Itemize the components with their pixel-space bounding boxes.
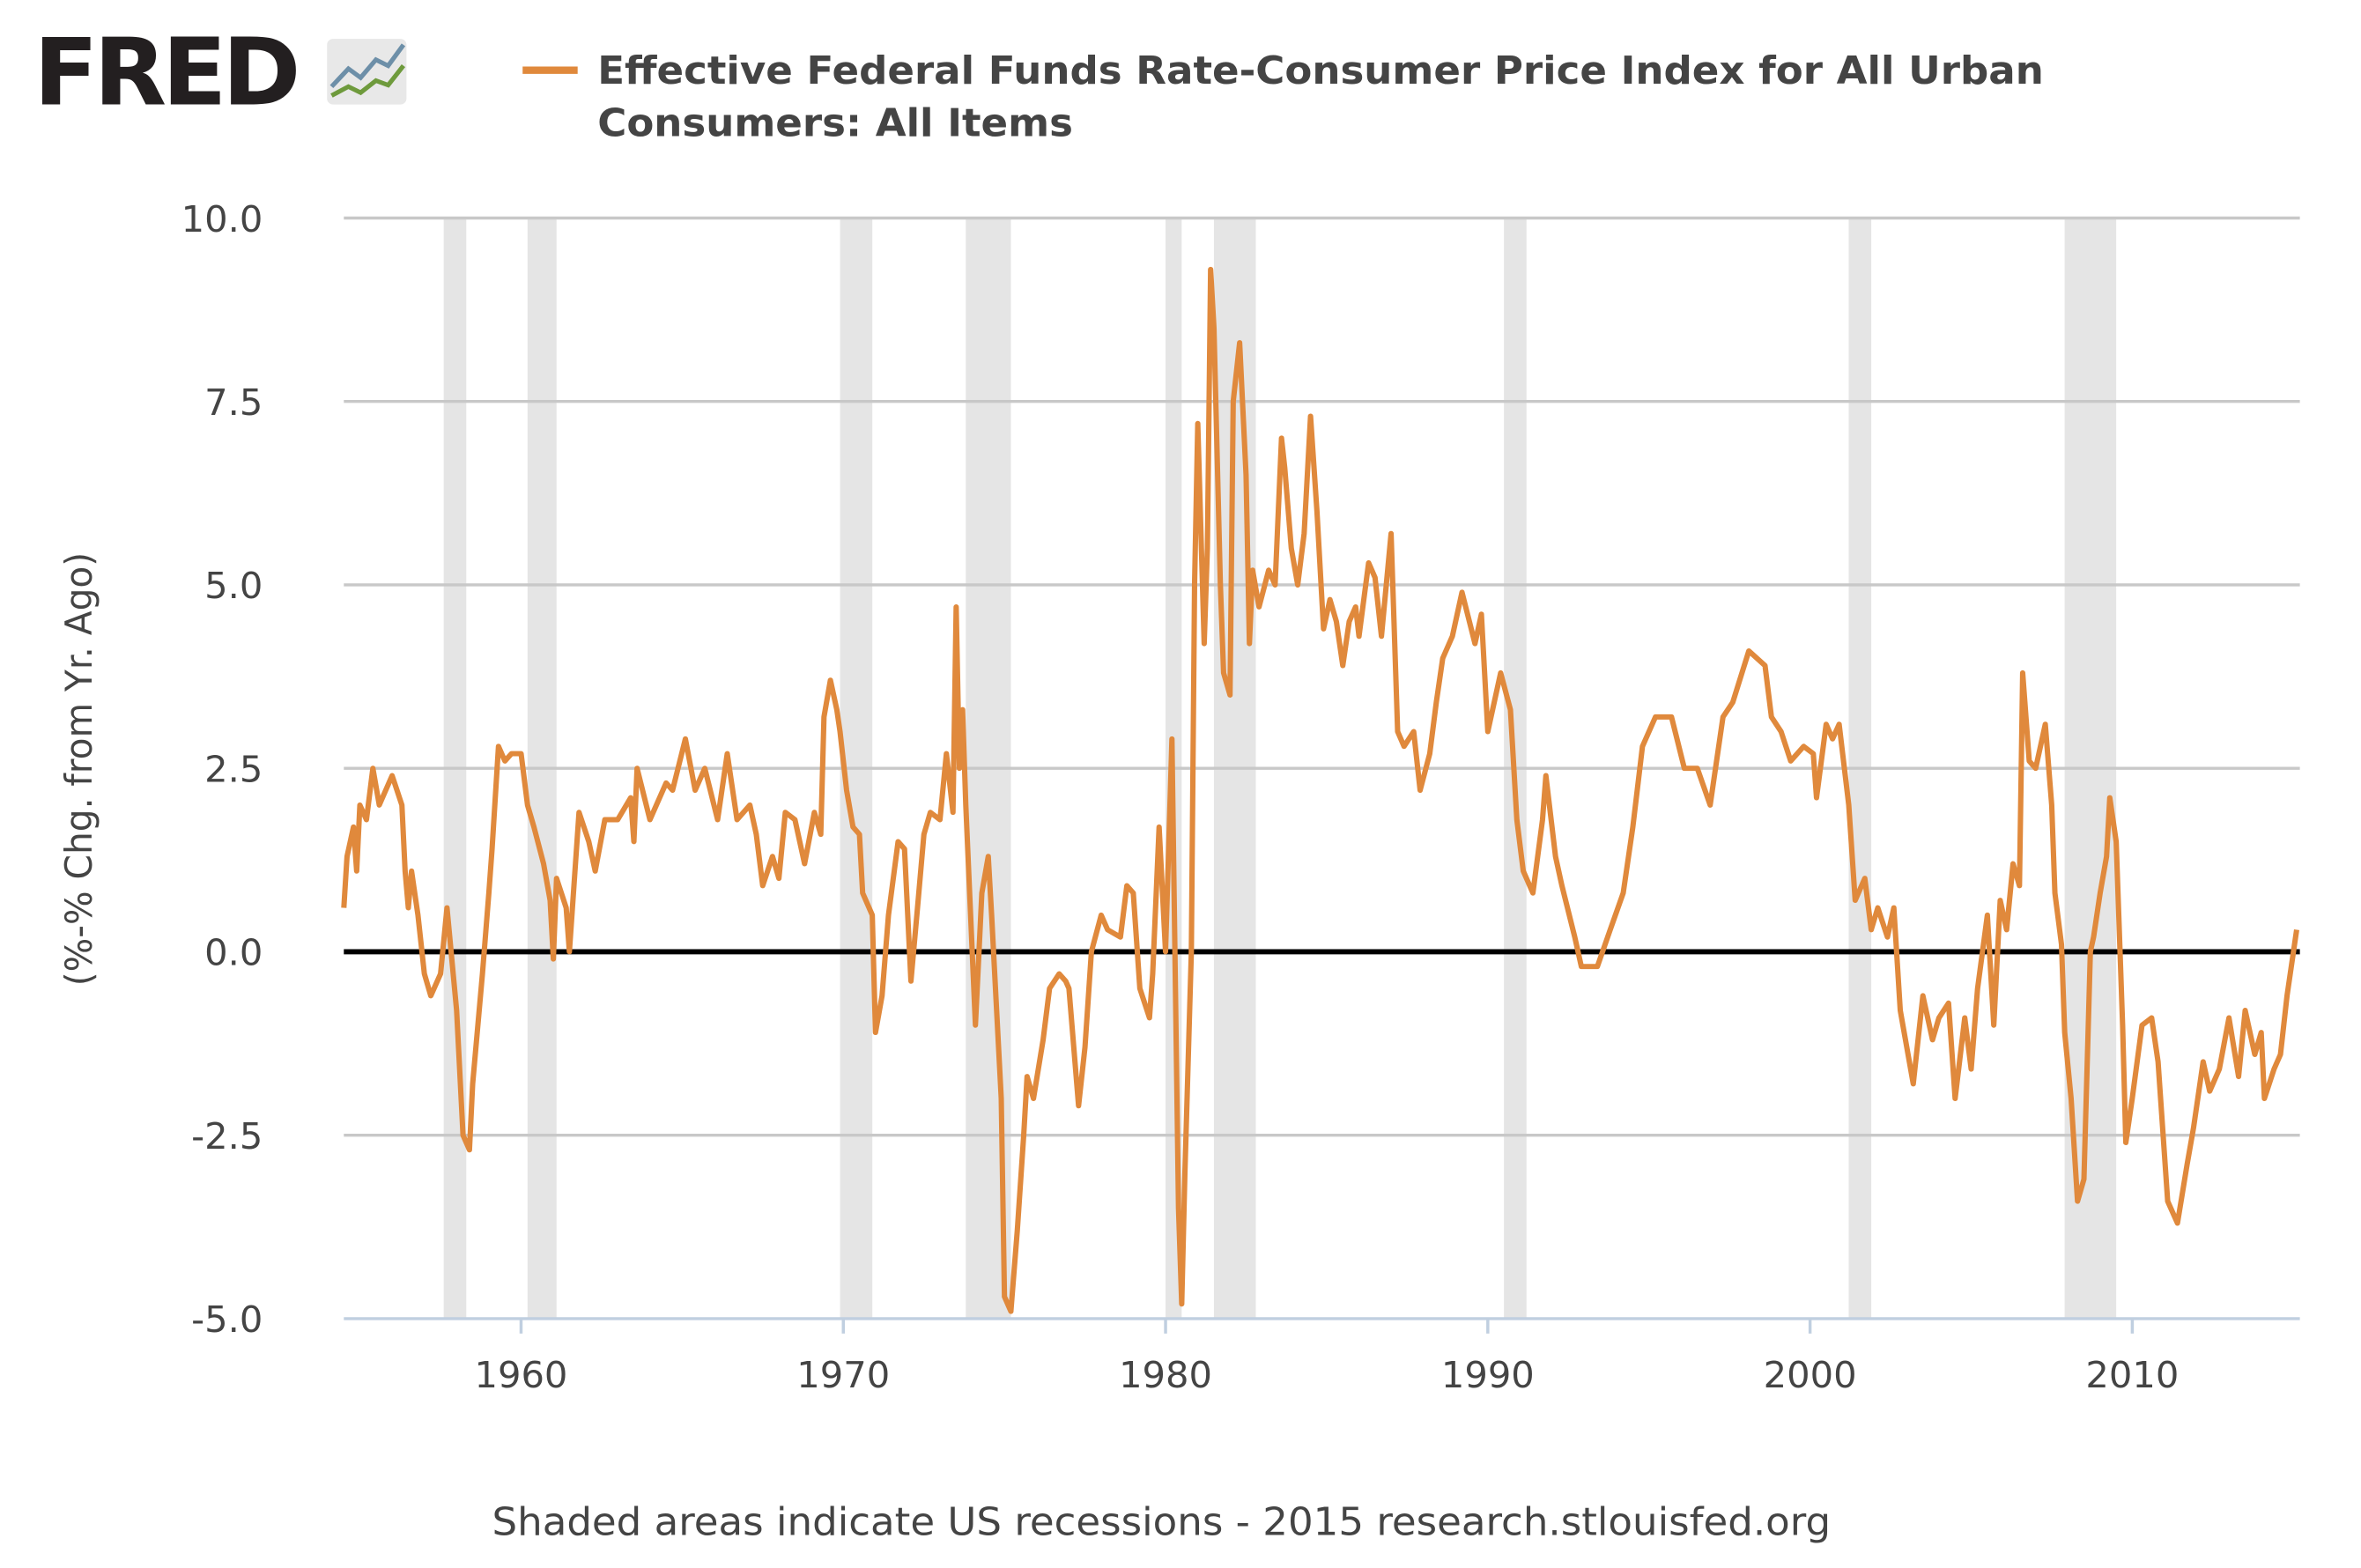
footer-note: Shaded areas indicate US recessions - 20…	[492, 1499, 1832, 1544]
y-tick-label: -2.5	[191, 1115, 263, 1157]
x-tick-label: 2000	[1764, 1354, 1857, 1395]
y-tick-label: 2.5	[204, 749, 263, 790]
x-tick-label: 2010	[2085, 1354, 2179, 1395]
fred-logo: FRED	[33, 19, 407, 128]
series-line	[341, 266, 2299, 1314]
y-tick-label: 10.0	[181, 198, 263, 240]
x-tick-label: 1980	[1119, 1354, 1212, 1395]
y-tick-label: 7.5	[204, 381, 263, 423]
x-axis-ticks: 1960 1970 1980 1990 2000 2010	[475, 1318, 2179, 1396]
fred-logo-text: FRED	[33, 19, 296, 128]
y-tick-label: 0.0	[204, 932, 263, 973]
legend-line-1: Effective Federal Funds Rate-Consumer Pr…	[597, 48, 2044, 92]
y-axis-ticks: 10.0 7.5 5.0 2.5 0.0 -2.5 -5.0	[181, 198, 263, 1341]
legend-line-2: Consumers: All Items	[597, 100, 1073, 145]
legend: Effective Federal Funds Rate-Consumer Pr…	[522, 48, 2044, 145]
x-tick-label: 1960	[475, 1354, 568, 1395]
x-tick-label: 1970	[796, 1354, 890, 1395]
y-axis-label: (%-% Chg. from Yr. Ago)	[58, 552, 101, 986]
grid	[344, 216, 2300, 1320]
y-tick-label: 5.0	[204, 566, 263, 607]
y-tick-label: -5.0	[191, 1299, 263, 1341]
x-tick-label: 1990	[1441, 1354, 1535, 1395]
